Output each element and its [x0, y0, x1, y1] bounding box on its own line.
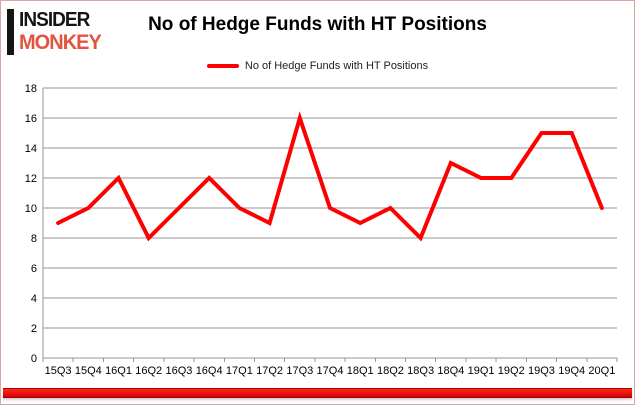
logo-text-insider: INSIDER	[19, 9, 90, 31]
svg-text:16Q3: 16Q3	[165, 365, 192, 377]
svg-text:4: 4	[31, 293, 37, 305]
svg-text:18Q2: 18Q2	[377, 365, 404, 377]
svg-text:17Q4: 17Q4	[317, 365, 344, 377]
svg-text:6: 6	[31, 263, 37, 275]
svg-text:19Q1: 19Q1	[468, 365, 495, 377]
svg-text:18Q4: 18Q4	[437, 365, 464, 377]
bottom-red-bar	[3, 388, 632, 398]
svg-text:10: 10	[25, 203, 37, 215]
legend-line-swatch	[206, 64, 239, 68]
svg-text:18Q1: 18Q1	[347, 365, 374, 377]
svg-text:14: 14	[25, 143, 37, 155]
legend-label: No of Hedge Funds with HT Positions	[244, 60, 429, 72]
svg-text:16Q2: 16Q2	[135, 365, 162, 377]
svg-text:17Q2: 17Q2	[256, 365, 283, 377]
svg-text:19Q3: 19Q3	[528, 365, 555, 377]
svg-text:12: 12	[25, 173, 37, 185]
svg-text:17Q1: 17Q1	[226, 365, 253, 377]
svg-text:16: 16	[25, 113, 37, 125]
svg-text:20Q1: 20Q1	[588, 365, 615, 377]
svg-text:15Q4: 15Q4	[75, 365, 102, 377]
logo-bar	[7, 9, 14, 55]
svg-text:18Q3: 18Q3	[407, 365, 434, 377]
svg-text:8: 8	[31, 233, 37, 245]
logo-text-monkey: MONKEY	[19, 31, 102, 54]
svg-text:15Q3: 15Q3	[45, 365, 72, 377]
svg-text:2: 2	[31, 323, 37, 335]
chart-title: No of Hedge Funds with HT Positions	[148, 14, 487, 35]
svg-text:0: 0	[31, 353, 37, 365]
svg-text:19Q4: 19Q4	[558, 365, 585, 377]
svg-text:16Q4: 16Q4	[196, 365, 223, 377]
svg-text:17Q3: 17Q3	[286, 365, 313, 377]
insider-monkey-logo: INSIDER MONKEY	[7, 9, 105, 55]
chart-legend: No of Hedge Funds with HT Positions	[1, 60, 634, 72]
svg-text:16Q1: 16Q1	[105, 365, 132, 377]
svg-text:19Q2: 19Q2	[498, 365, 525, 377]
svg-text:18: 18	[25, 83, 37, 95]
